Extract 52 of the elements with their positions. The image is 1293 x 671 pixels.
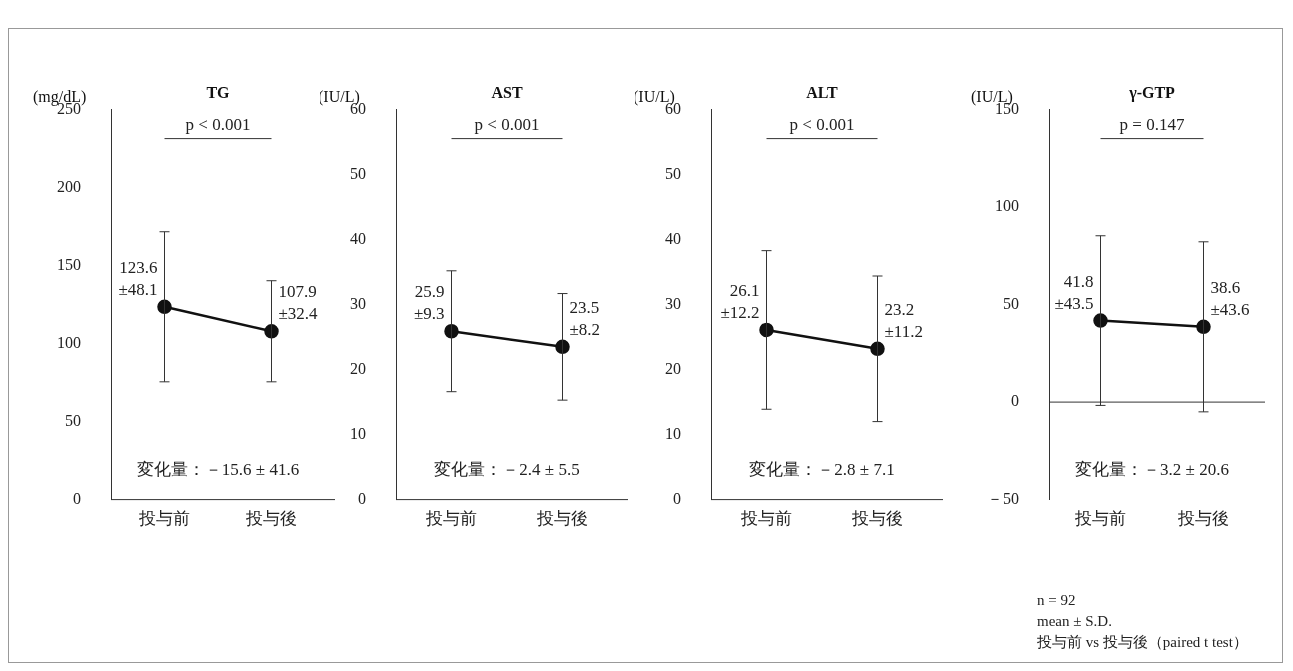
y-tick-label: 0 <box>1011 392 1019 410</box>
data-label: 26.1 ±12.2 <box>720 280 760 322</box>
y-tick-label: 40 <box>350 229 366 247</box>
y-tick-label: 0 <box>358 489 366 507</box>
annotation: 変化量：－3.2 ± 20.6 <box>1075 459 1229 479</box>
chart-title: γ-GTP <box>1128 83 1176 102</box>
data-label: 123.6 ±48.1 <box>118 257 158 299</box>
x-tick-label: 投与後 <box>536 509 588 529</box>
y-tick-label: 50 <box>1003 294 1019 312</box>
annotation: p = 0.147 <box>1119 114 1185 134</box>
y-tick-label: 30 <box>665 294 681 312</box>
x-tick-label: 投与前 <box>425 509 477 529</box>
annotation: 変化量：－2.8 ± 7.1 <box>749 459 895 479</box>
x-tick-label: 投与後 <box>245 509 297 529</box>
annotation: p < 0.001 <box>789 114 855 134</box>
annotation: 変化量：－2.4 ± 5.5 <box>434 459 580 479</box>
y-tick-label: 20 <box>350 359 366 377</box>
text: mean ± S.D. <box>1037 612 1113 631</box>
annotation: p < 0.001 <box>474 114 540 134</box>
data-label: 25.9 ±9.3 <box>413 282 445 324</box>
chart-title: AST <box>491 83 523 101</box>
chart-title: ALT <box>806 83 839 101</box>
y-tick-label: 40 <box>665 229 681 247</box>
data-label: 41.8 ±43.5 <box>1054 271 1094 313</box>
y-tick-label: 100 <box>995 197 1019 215</box>
y-tick-label: 0 <box>673 489 681 507</box>
y-tick-label: －50 <box>987 489 1019 507</box>
x-tick-label: 投与前 <box>1074 509 1126 529</box>
y-tick-label: 50 <box>350 164 366 182</box>
x-tick-label: 投与前 <box>138 509 190 529</box>
x-tick-label: 投与後 <box>1177 509 1229 529</box>
text: n = 92 <box>1037 591 1077 610</box>
y-tick-label: 150 <box>57 255 81 273</box>
y-tick-label: 10 <box>350 424 366 442</box>
x-tick-label: 投与後 <box>851 509 903 529</box>
annotation: p < 0.001 <box>185 114 251 134</box>
data-label: 23.5 ±8.2 <box>569 297 601 339</box>
y-tick-label: 100 <box>57 333 81 351</box>
text: 投与前 vs 投与後（paired t test） <box>1037 633 1248 652</box>
x-tick-label: 投与前 <box>740 509 792 529</box>
chart-title: TG <box>206 83 231 101</box>
y-tick-label: 30 <box>350 294 366 312</box>
y-tick-label: 10 <box>665 424 681 442</box>
annotation: 変化量：－15.6 ± 41.6 <box>136 459 300 479</box>
data-label: 107.9 ±32.4 <box>278 282 319 324</box>
y-tick-label: 50 <box>665 164 681 182</box>
y-tick-label: 0 <box>73 489 81 507</box>
y-tick-label: 200 <box>57 177 81 195</box>
data-label: 23.2 ±11.2 <box>884 299 923 341</box>
y-tick-label: 20 <box>665 359 681 377</box>
y-tick-label: 50 <box>65 411 81 429</box>
data-label: 38.6 ±43.6 <box>1210 277 1250 319</box>
